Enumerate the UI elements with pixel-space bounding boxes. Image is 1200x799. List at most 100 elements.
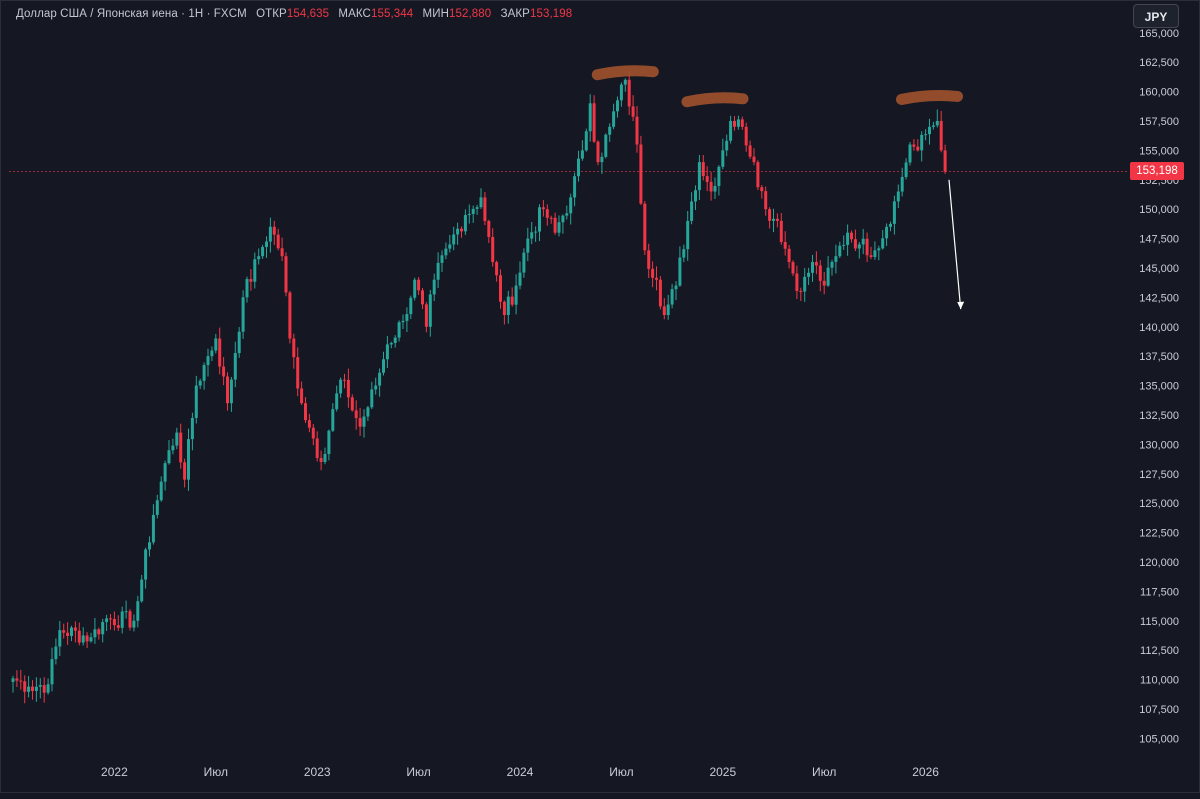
candle [222, 357, 226, 386]
candle-body [506, 296, 510, 315]
hand-drawn-top-marker [896, 89, 963, 105]
candle-body [112, 618, 116, 626]
high-value: 155,344 [370, 8, 414, 20]
candle [530, 221, 534, 245]
candle-body [97, 629, 101, 635]
candle-body [101, 621, 105, 635]
candle-body [93, 629, 97, 638]
candle-body [261, 246, 265, 257]
price-tick-label: 155,000 [1139, 145, 1179, 157]
candle-body [85, 635, 89, 642]
candle [811, 254, 814, 282]
candle [697, 155, 701, 200]
candle [218, 327, 222, 375]
candle [760, 185, 764, 199]
candle-body [276, 234, 280, 249]
candle [904, 158, 908, 180]
candle-body [518, 272, 522, 286]
candle-body [140, 579, 144, 602]
candle-body [463, 215, 467, 232]
candle-body [19, 680, 23, 682]
candle [210, 346, 214, 362]
high-label: МАКС [338, 8, 371, 20]
candle [467, 204, 471, 224]
candle-body [155, 500, 159, 515]
candle [253, 252, 257, 289]
candle [487, 219, 491, 243]
candle-body [892, 201, 896, 224]
candle-body [881, 238, 885, 249]
candle [764, 186, 768, 216]
candle [151, 504, 155, 545]
candle-body [772, 218, 775, 221]
candle-body [382, 359, 385, 373]
candle-body [643, 203, 647, 251]
candle-body [194, 385, 198, 418]
candle-body [491, 237, 495, 263]
candle-body [908, 144, 912, 163]
candle [144, 547, 148, 589]
candle-body [678, 257, 682, 286]
candle [705, 166, 709, 192]
candle [374, 377, 378, 395]
candle-body [257, 256, 261, 260]
candle [600, 152, 604, 174]
candle-body [249, 279, 253, 282]
candle [128, 609, 132, 631]
candle-body [608, 126, 612, 135]
candle [159, 476, 163, 502]
candle-body [842, 244, 846, 246]
candle [931, 121, 935, 130]
candle [612, 103, 616, 130]
candle-body [421, 290, 424, 305]
candle-body [202, 365, 206, 381]
candle-body [811, 262, 814, 273]
candle [85, 632, 89, 649]
candle-body [822, 280, 826, 286]
candle [557, 215, 561, 237]
candle [686, 210, 690, 261]
candle-body [495, 262, 499, 276]
candle [744, 122, 748, 152]
candle [463, 209, 467, 235]
candle [865, 232, 869, 263]
candle [358, 407, 362, 436]
candle-body [623, 79, 627, 85]
candle [62, 623, 66, 639]
candle [850, 230, 853, 243]
candle [584, 128, 588, 152]
candle-body [935, 120, 939, 126]
candle-body [577, 158, 580, 177]
candle [885, 223, 889, 247]
candle [268, 217, 272, 253]
candle-body [288, 292, 292, 339]
candle [818, 260, 822, 292]
candle [257, 248, 261, 265]
candle [534, 226, 538, 242]
candle [97, 627, 101, 640]
price-tick-label: 130,000 [1139, 439, 1179, 451]
candle-body [514, 285, 518, 305]
candle [733, 115, 736, 131]
price-tick-label: 117,500 [1140, 586, 1179, 598]
candle [580, 140, 584, 161]
candle [857, 242, 861, 259]
candle-body [210, 350, 214, 357]
candle [276, 228, 280, 251]
currency-button[interactable]: JPY [1133, 4, 1179, 28]
candle-body [756, 162, 760, 188]
candle-body [592, 103, 596, 142]
time-tick-label: 2025 [709, 765, 736, 779]
candle-body [499, 275, 502, 302]
candle [448, 234, 452, 253]
price-tick-label: 135,000 [1139, 381, 1179, 393]
candle-body [475, 207, 479, 209]
candle-body [580, 150, 584, 159]
time-tick-label: 2024 [507, 765, 534, 779]
candle [354, 400, 358, 430]
candle-body [764, 191, 768, 210]
candle-body [366, 407, 370, 417]
candle-body [900, 176, 904, 192]
